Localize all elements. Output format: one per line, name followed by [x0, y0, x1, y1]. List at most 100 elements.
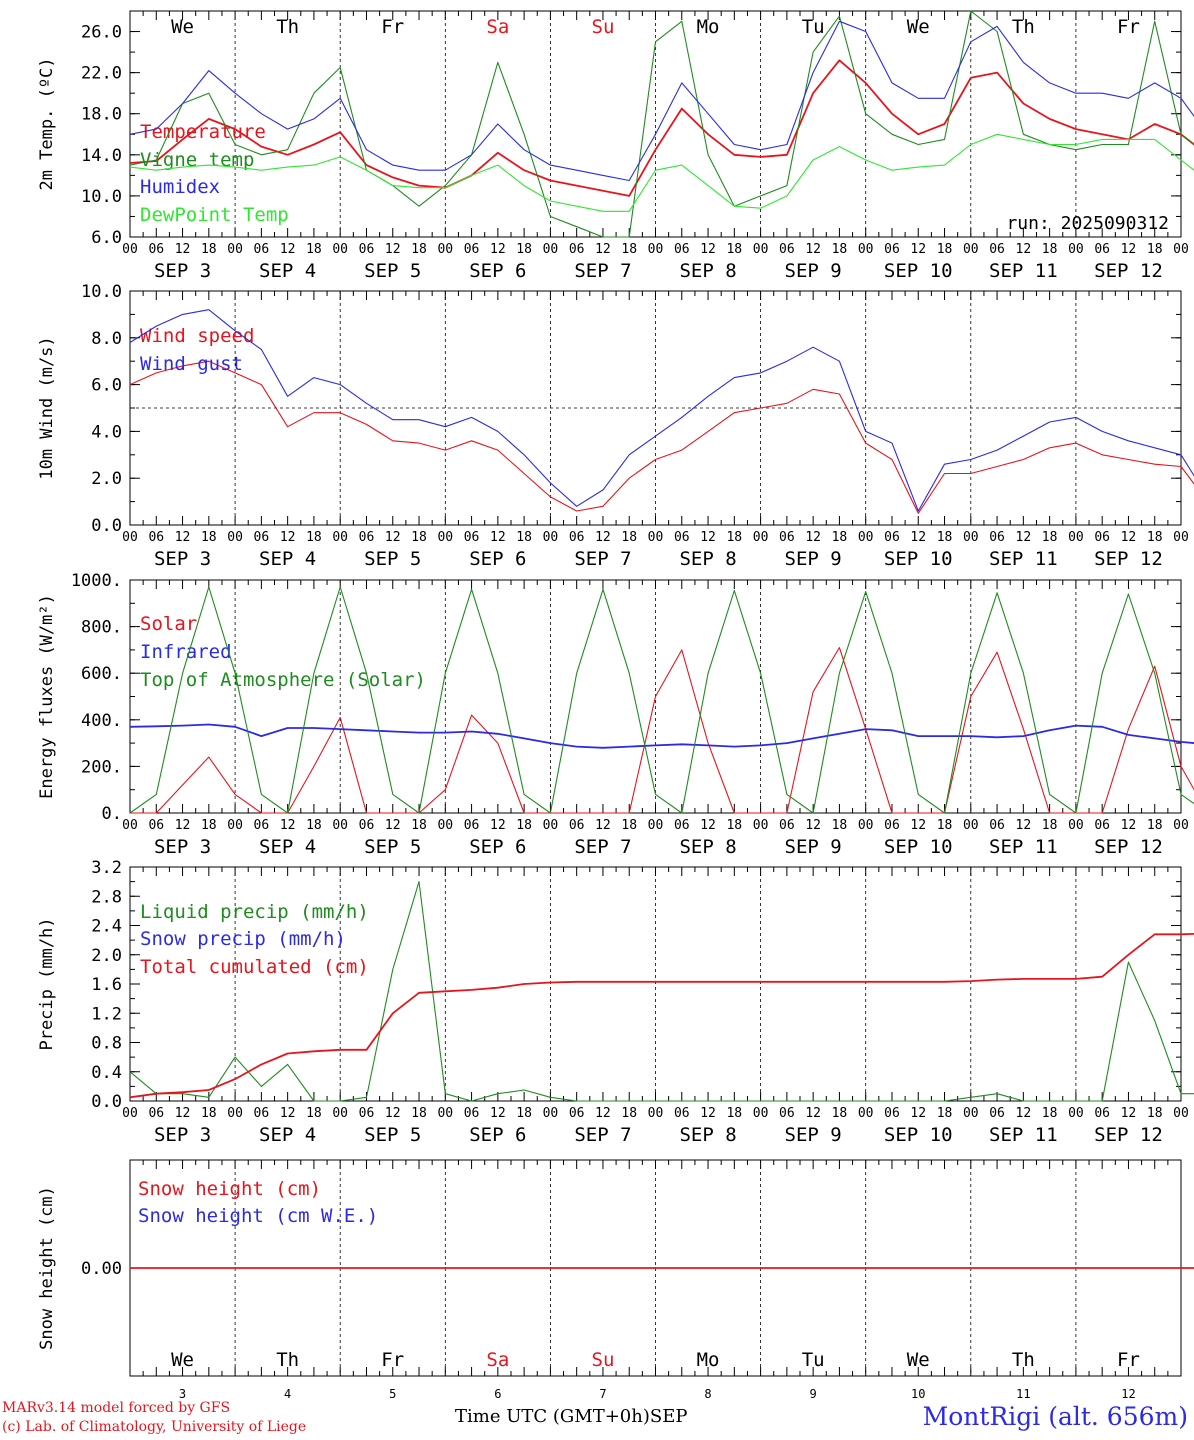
day-label: SEP 3 — [154, 1124, 211, 1146]
date-label: 8 — [704, 1387, 711, 1400]
day-label: SEP 7 — [574, 548, 631, 570]
day-label: SEP 11 — [989, 260, 1058, 282]
series-line — [129, 10, 1194, 238]
day-label: SEP 10 — [884, 836, 953, 858]
date-label: 10 — [911, 1387, 925, 1400]
hour-label: 00 — [227, 818, 243, 833]
y-axis-label: Energy fluxes (W/m²) — [37, 594, 57, 799]
hour-label: 12 — [175, 1106, 191, 1121]
legend-entry: Wind gust — [140, 353, 243, 375]
series-line — [129, 723, 1194, 749]
hour-label: 00 — [437, 1106, 453, 1121]
weekday-label: Su — [592, 16, 615, 38]
hour-label: 00 — [437, 818, 453, 833]
meteogram: 6.0 10.0 14.0 18.0 22.0 26.0 2m Temp. (ºC) Temp… — [37, 10, 1194, 1401]
hour-label: 06 — [884, 242, 900, 257]
hour-label: 12 — [700, 242, 716, 257]
hour-label: 06 — [254, 530, 270, 545]
day-label: SEP 9 — [785, 1124, 842, 1146]
hour-label: 00 — [1068, 1106, 1084, 1121]
hour-label: 06 — [569, 818, 585, 833]
day-label: SEP 9 — [785, 260, 842, 282]
hour-label: 00 — [332, 530, 348, 545]
date-label: 3 — [179, 1387, 186, 1400]
series-line — [130, 647, 1194, 814]
legend-entry: DewPoint Temp — [140, 204, 289, 226]
day-label: SEP 5 — [364, 836, 421, 858]
day-label: SEP 3 — [154, 260, 211, 282]
hour-label: 12 — [1016, 1106, 1032, 1121]
y-tick-label: 2.0 — [91, 469, 122, 489]
weekday-label: Th — [1012, 1349, 1035, 1371]
y-tick-label: 0.0 — [91, 1092, 122, 1112]
hour-label: 12 — [175, 242, 191, 257]
legend-entry: Snow precip (mm/h) — [140, 928, 346, 950]
legend-entry: Snow height (cm W.E.) — [138, 1205, 378, 1227]
hour-label: 12 — [805, 1106, 821, 1121]
weekday-label: Mo — [697, 1349, 720, 1371]
hour-label: 00 — [332, 242, 348, 257]
hour-label: 06 — [569, 1106, 585, 1121]
weekday-label: Fr — [381, 1349, 404, 1371]
y-tick-label: 4.0 — [91, 422, 122, 442]
run-label: run: 2025090312 — [1006, 213, 1169, 234]
time-axis-label: Time UTC (GMT+0h) — [455, 1406, 650, 1427]
hour-label: 18 — [832, 530, 848, 545]
day-label: SEP 6 — [469, 548, 526, 570]
hour-label: 12 — [490, 242, 506, 257]
hour-label: 18 — [516, 1106, 532, 1121]
day-label: SEP 7 — [574, 836, 631, 858]
hour-label: 12 — [1121, 242, 1137, 257]
hour-label: 06 — [884, 1106, 900, 1121]
day-label: SEP 4 — [259, 548, 316, 570]
hour-label: 06 — [884, 818, 900, 833]
y-tick-label: 1.6 — [91, 975, 122, 995]
hour-label: 18 — [516, 530, 532, 545]
hour-label: 06 — [359, 818, 375, 833]
weekday-label: We — [171, 1349, 194, 1371]
hour-label: 18 — [832, 818, 848, 833]
hour-label: 12 — [280, 242, 296, 257]
hour-label: 00 — [963, 818, 979, 833]
hour-label: 06 — [569, 530, 585, 545]
weekday-label: Fr — [381, 16, 404, 38]
day-label: SEP 7 — [574, 1124, 631, 1146]
legend-entry: Temperature — [140, 121, 266, 143]
hour-label: 18 — [1042, 530, 1058, 545]
hour-label: 12 — [595, 1106, 611, 1121]
y-tick-label: 600. — [81, 664, 122, 684]
hour-label: 18 — [726, 242, 742, 257]
hour-label: 06 — [359, 530, 375, 545]
day-label: SEP 5 — [364, 1124, 421, 1146]
day-label: SEP 6 — [469, 260, 526, 282]
hour-label: 18 — [201, 1106, 217, 1121]
hour-label: 18 — [832, 242, 848, 257]
hour-label: 06 — [464, 818, 480, 833]
hour-label: 06 — [674, 242, 690, 257]
hour-label: 00 — [543, 242, 559, 257]
weekday-label: Mo — [697, 16, 720, 38]
date-label: 4 — [284, 1387, 291, 1400]
legend-entry: Top of Atmosphere (Solar) — [140, 669, 426, 691]
hour-label: 12 — [1016, 818, 1032, 833]
day-label: SEP 8 — [679, 548, 736, 570]
day-label: SEP 4 — [259, 260, 316, 282]
hour-label: 06 — [464, 530, 480, 545]
hour-label: 12 — [385, 242, 401, 257]
hour-label: 00 — [858, 1106, 874, 1121]
weekday-label: Sa — [486, 1349, 509, 1371]
hour-label: 00 — [648, 818, 664, 833]
hour-label: 12 — [175, 530, 191, 545]
month-label: SEP — [649, 1406, 688, 1427]
day-label: SEP 12 — [1094, 548, 1163, 570]
credit-line: (c) Lab. of Climatology, University of L… — [2, 1419, 307, 1435]
hour-label: 18 — [621, 242, 637, 257]
hour-label: 12 — [385, 818, 401, 833]
hour-label: 12 — [595, 818, 611, 833]
hour-label: 00 — [1173, 818, 1189, 833]
hour-label: 06 — [884, 530, 900, 545]
weekday-label: Fr — [1117, 16, 1140, 38]
hour-label: 00 — [1173, 1106, 1189, 1121]
series-line — [129, 59, 1194, 197]
hour-label: 00 — [543, 818, 559, 833]
